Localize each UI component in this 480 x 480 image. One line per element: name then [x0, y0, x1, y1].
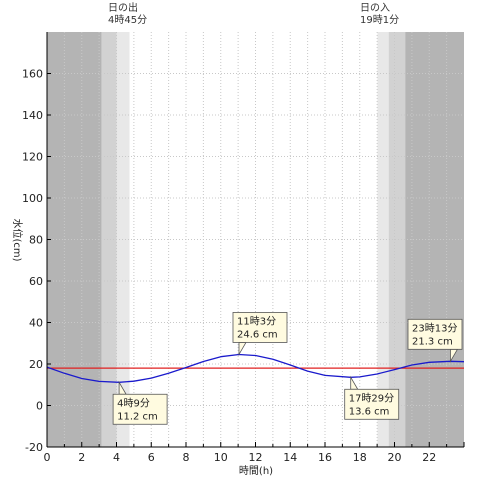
callout: 4時9分 11.2 cm	[112, 380, 168, 425]
callout: 17時29分 13.6 cm	[344, 375, 400, 420]
callout-box	[112, 393, 168, 425]
y-tick-label: 0	[36, 400, 43, 413]
callout-value: 24.6 cm	[237, 329, 278, 340]
y-tick-label: 160	[22, 68, 43, 81]
twilight-band-morning	[101, 32, 117, 447]
callout-box	[232, 312, 288, 343]
callout-pointer	[238, 342, 247, 356]
dawn-band	[116, 32, 130, 447]
grid	[47, 32, 464, 447]
callout-value: 21.3 cm	[412, 336, 453, 347]
callout-value: 13.6 cm	[349, 406, 390, 417]
callout: 23時13分 21.3 cm	[407, 318, 463, 363]
y-tick-label: 20	[29, 358, 43, 371]
twilight-band-evening	[388, 32, 406, 447]
x-axis-label: 時間(h)	[239, 465, 273, 477]
y-tick-label: 100	[22, 192, 43, 205]
x-tick-labels: 0 2 4 6 8 10 12 14 16 18 20 22	[44, 451, 437, 464]
callout: 11時3分 24.6 cm	[232, 312, 288, 356]
x-tick-label: 8	[183, 451, 190, 464]
x-tick-label: 10	[214, 451, 228, 464]
callout-time: 11時3分	[237, 315, 276, 327]
y-tick-label: 80	[29, 234, 43, 247]
sunset-label: 日の入	[360, 3, 390, 14]
x-tick-label: 14	[283, 451, 297, 464]
x-tick-label: 18	[353, 451, 367, 464]
x-tick-label: 22	[422, 451, 436, 464]
y-tick-label: 120	[22, 151, 43, 164]
callout-box	[407, 318, 463, 350]
callout-box	[344, 388, 400, 420]
callout-value: 11.2 cm	[117, 411, 158, 422]
axes	[46, 32, 465, 448]
sunset-time: 19時1分	[360, 14, 399, 26]
x-tick-label: 4	[113, 451, 120, 464]
callout-time: 4時9分	[117, 397, 150, 409]
x-tick-label: 20	[388, 451, 402, 464]
x-tick-label: 0	[44, 451, 51, 464]
x-tick-label: 12	[249, 451, 263, 464]
callout-time: 17時29分	[349, 392, 394, 404]
y-tick-labels: -20 0 20 40 60 80 100 120 140 160	[22, 68, 43, 455]
x-tick-label: 6	[148, 451, 155, 464]
y-tick-label: 40	[29, 317, 43, 330]
x-tick-label: 2	[78, 451, 85, 464]
y-tick-label: -20	[25, 441, 43, 454]
y-tick-label: 140	[22, 109, 43, 122]
sunrise-time: 4時45分	[108, 14, 147, 26]
x-tick-label: 16	[318, 451, 332, 464]
callout-time: 23時13分	[412, 322, 457, 334]
sunrise-label: 日の出	[108, 1, 138, 14]
extremum-callouts: 4時9分 11.2 cm 11時3分 24.6 cm 17時29分 13.6 cm 23時1…	[112, 312, 463, 425]
callout-pointer	[350, 375, 359, 390]
y-tick-label: 60	[29, 275, 43, 288]
y-axis-label: 水位(cm)	[11, 218, 24, 261]
